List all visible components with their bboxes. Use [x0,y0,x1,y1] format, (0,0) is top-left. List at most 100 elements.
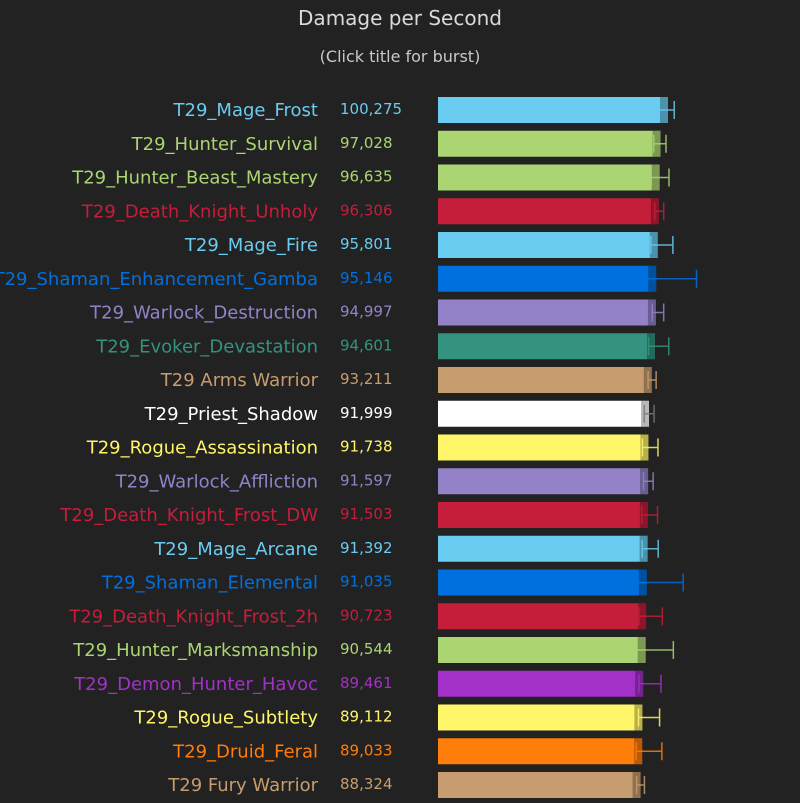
value-label: 89,112 [340,708,393,726]
value-label: 100,275 [340,100,402,118]
value-label: 97,028 [340,134,393,152]
bar [438,333,655,360]
error-bar [647,371,657,389]
error-bar [638,607,664,626]
bar-row[interactable]: T29_Evoker_Devastation 94,601 [95,333,670,360]
bar-row[interactable]: T29 Fury Warrior 88,324 [167,772,646,798]
bar-row[interactable]: T29_Druid_Feral 89,033 [172,738,663,765]
bar-label: T29_Priest_Shadow [144,404,318,425]
bar-label: T29_Death_Knight_Frost_2h [68,606,318,627]
bar-row[interactable]: T29_Shaman_Enhancement_Gamba 95,146 [0,265,698,292]
value-label: 91,503 [340,505,393,523]
bar-row[interactable]: T29_Warlock_Affliction 91,597 [115,468,654,495]
bar-row[interactable]: T29_Warlock_Destruction 94,997 [89,299,665,326]
value-label: 90,544 [340,640,393,658]
bar-row[interactable]: T29_Shaman_Elemental 91,035 [101,569,684,596]
bar-row[interactable]: T29_Death_Knight_Frost_2h 90,723 [68,603,664,630]
chart-subtitle: (Click title for burst) [319,47,481,66]
bar-label: T29_Death_Knight_Unholy [81,201,318,222]
bar [438,468,649,495]
error-bar [635,742,663,761]
value-label: 88,324 [340,775,393,793]
bar-row[interactable]: T29_Hunter_Marksmanship 90,544 [72,637,675,663]
error-bar [629,573,684,592]
value-label: 89,033 [340,741,393,759]
bar [438,637,646,663]
bar-row[interactable]: T29_Rogue_Subtlety 89,112 [133,704,661,731]
bar-label: T29_Hunter_Survival [131,134,318,155]
bar-label: T29_Druid_Feral [172,741,318,762]
bar-row[interactable]: T29_Demon_Hunter_Havoc 89,461 [73,670,662,697]
bar [438,97,668,123]
bar [438,535,648,562]
bar-label: T29_Mage_Frost [173,100,318,121]
bar [438,164,660,191]
bar-label: T29_Hunter_Beast_Mastery [71,168,318,189]
bar [438,265,657,292]
bar-row[interactable]: T29_Hunter_Survival 97,028 [131,130,667,157]
value-label: 93,211 [340,370,393,388]
value-label: 95,801 [340,235,393,253]
error-bar [638,674,662,693]
bar-row[interactable]: T29 Arms Warrior 93,211 [160,367,657,393]
value-label: 90,723 [340,606,393,624]
value-label: 91,999 [340,404,393,422]
bar-label: T29_Mage_Fire [184,235,318,256]
bar [438,130,661,157]
bar [438,603,647,630]
bar [438,704,643,731]
bar-label: T29_Death_Knight_Frost_DW [59,505,318,526]
bar-row[interactable]: T29_Priest_Shadow 91,999 [144,400,655,427]
error-bar [651,303,665,322]
error-bar [637,708,661,727]
bar-label: T29 Fury Warrior [167,775,318,796]
bar-row[interactable]: T29_Hunter_Beast_Mastery 96,635 [71,164,670,191]
bar-row[interactable]: T29_Rogue_Assassination 91,738 [86,434,659,461]
bar [438,198,659,225]
error-bar [641,539,659,558]
bar [438,367,652,393]
value-label: 94,997 [340,303,393,321]
bar [438,400,650,427]
bar-label: T29_Warlock_Affliction [115,471,318,492]
bar-label: T29_Shaman_Enhancement_Gamba [0,269,318,290]
bar-row[interactable]: T29_Mage_Fire 95,801 [184,232,674,258]
bar-label: T29_Mage_Arcane [153,539,318,560]
value-label: 96,635 [340,168,393,186]
error-bar [654,202,665,221]
value-label: 91,738 [340,438,393,456]
value-label: 91,597 [340,471,393,489]
bar [438,569,647,596]
bar [438,772,641,798]
bar [438,738,643,765]
value-label: 91,392 [340,539,393,557]
error-bar [634,641,675,659]
error-bar [640,506,659,524]
value-label: 95,146 [340,269,393,287]
bar-label: T29_Rogue_Assassination [86,438,318,459]
bar [438,502,648,528]
bar-row[interactable]: T29_Mage_Arcane 91,392 [153,535,659,562]
bar-row[interactable]: T29_Mage_Frost 100,275 [173,97,676,123]
bar-label: T29_Warlock_Destruction [89,303,318,324]
bar-label: T29_Hunter_Marksmanship [72,640,318,661]
value-label: 89,461 [340,674,393,692]
bar-label: T29_Shaman_Elemental [101,573,318,594]
bar-row[interactable]: T29_Death_Knight_Frost_DW 91,503 [59,502,659,528]
bar [438,670,644,697]
error-bar [635,776,646,794]
error-bar [658,101,676,119]
error-bar [642,472,654,491]
chart-title[interactable]: Damage per Second [298,6,502,30]
value-label: 96,306 [340,201,393,219]
error-bar [636,269,698,288]
bar-row[interactable]: T29_Death_Knight_Unholy 96,306 [81,198,665,225]
bar [438,299,656,326]
value-label: 91,035 [340,573,393,591]
bar-label: T29 Arms Warrior [160,370,319,391]
error-bar [643,404,655,423]
bar [438,434,649,461]
bar-label: T29_Evoker_Devastation [95,336,318,357]
